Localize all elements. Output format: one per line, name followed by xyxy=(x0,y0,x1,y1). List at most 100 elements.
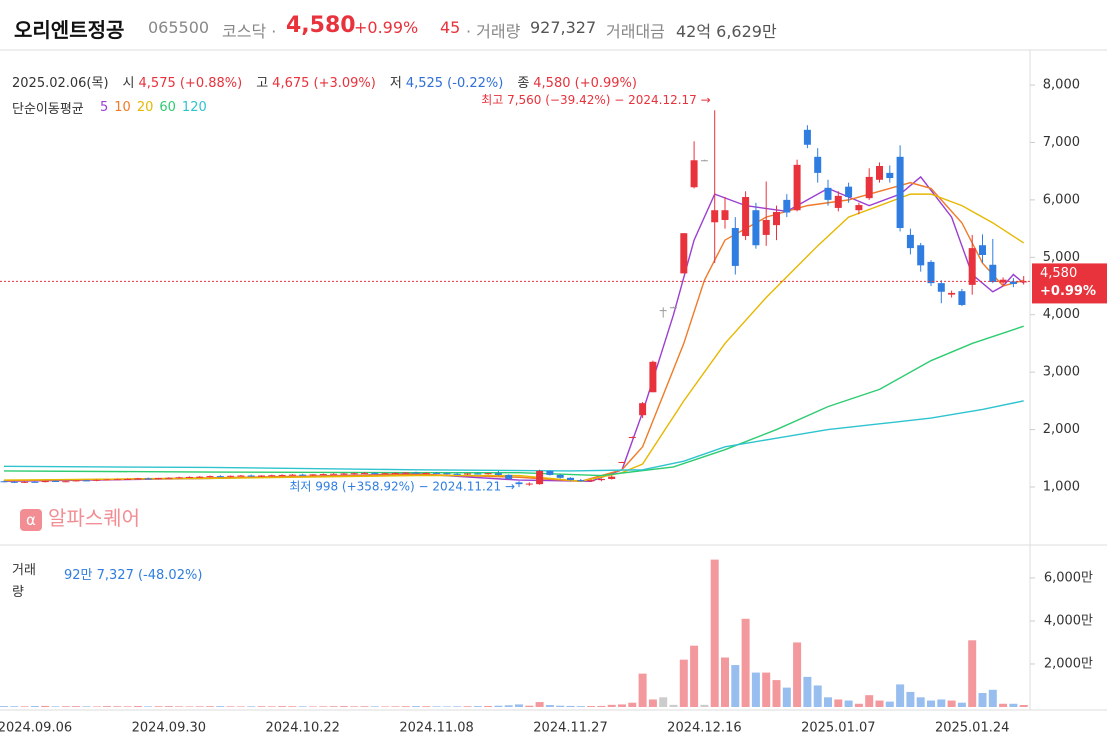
volume-subtitle: 92만 7,327 (-48.02%) xyxy=(64,568,203,583)
candle-body xyxy=(783,199,791,213)
x-tick-label: 2024.09.30 xyxy=(132,721,206,736)
volume-bar xyxy=(854,703,863,707)
candle-body xyxy=(464,473,471,475)
candle-body xyxy=(793,164,801,211)
candle-body xyxy=(288,474,296,476)
volume-bar xyxy=(968,640,977,707)
candle-body xyxy=(855,205,863,211)
candle-body xyxy=(144,478,152,480)
candle-body xyxy=(258,475,265,477)
candle-body xyxy=(82,480,90,482)
candle-body xyxy=(700,160,708,162)
candle-body xyxy=(175,477,183,479)
volume-bar xyxy=(916,697,925,707)
volume-bar xyxy=(278,706,287,707)
candle-body xyxy=(10,481,18,483)
volume-bar xyxy=(10,706,19,707)
candle-body xyxy=(948,292,956,295)
candle-body xyxy=(917,245,925,266)
volume-bar xyxy=(113,706,122,707)
candle-body xyxy=(422,472,430,474)
x-tick-label: 2024.11.08 xyxy=(399,721,473,736)
candle-body xyxy=(433,472,441,474)
stock-code: 065500 xyxy=(148,18,210,37)
volume-bar xyxy=(957,702,966,707)
volume-title: 거래량 xyxy=(12,563,36,600)
volume-bar xyxy=(669,704,678,707)
volume-bar xyxy=(937,699,946,707)
candle-body xyxy=(155,478,162,480)
volume-bar xyxy=(412,706,420,707)
candle-body xyxy=(309,474,317,476)
volume-bar xyxy=(494,705,503,707)
volume-bar xyxy=(1009,703,1018,707)
ma-line xyxy=(3,400,1024,472)
market: 코스닥 · xyxy=(222,22,277,41)
volume-bar xyxy=(834,699,843,707)
candle-body xyxy=(731,228,739,266)
candle-body xyxy=(381,473,389,475)
candle-body xyxy=(721,210,729,220)
volume-bar xyxy=(731,665,740,707)
volume-bar xyxy=(329,706,338,707)
price: 4,580 xyxy=(286,13,356,38)
info-label: 시 xyxy=(122,76,135,91)
y-tick-label: 6,000만 xyxy=(1044,570,1093,585)
candle-body xyxy=(52,480,59,482)
watermark-text: 알파스퀘어 xyxy=(48,506,140,530)
volume-bar xyxy=(82,706,91,707)
volume-bar xyxy=(896,684,905,707)
candle-body xyxy=(113,479,121,481)
volume-bar xyxy=(123,706,132,707)
volume-bar xyxy=(30,706,39,707)
x-tick-label: 2024.11.27 xyxy=(533,721,607,736)
candle-body xyxy=(577,480,585,482)
candle-body xyxy=(124,478,132,480)
candle-body xyxy=(906,234,914,249)
ma-line xyxy=(3,181,1024,482)
y-tick-label: 6,000 xyxy=(1043,192,1080,207)
candle-body xyxy=(803,129,811,145)
candle-body xyxy=(350,473,358,475)
volume-bar xyxy=(319,706,328,707)
volume-bar xyxy=(51,706,60,707)
candle-body xyxy=(402,472,410,474)
ma-title: 단순이동평균 xyxy=(12,102,84,117)
candle-body xyxy=(556,474,564,478)
volume-bar xyxy=(638,673,647,707)
volume-bar xyxy=(226,706,235,707)
candle-body xyxy=(958,291,966,305)
candle-body xyxy=(937,283,945,292)
x-tick-label: 2024.10.22 xyxy=(265,721,339,736)
candle-body xyxy=(1009,281,1017,285)
candle-body xyxy=(0,481,8,483)
candle-body xyxy=(680,233,688,274)
info-value: 4,580 (+0.99%) xyxy=(533,76,637,91)
annotation: 최고 7,560 (−39.42%) − 2024.12.17 → xyxy=(481,93,711,107)
candle-body xyxy=(484,473,492,475)
candle-body xyxy=(206,476,214,478)
volume-bar xyxy=(401,706,410,707)
candle-body xyxy=(237,475,245,477)
volume-bar xyxy=(381,706,390,707)
stock-name: 오리엔트정공 xyxy=(14,18,125,42)
volume-bar xyxy=(741,618,750,707)
logo: α xyxy=(20,509,42,531)
volume-bar xyxy=(103,706,111,707)
volume-bar xyxy=(545,705,554,707)
candle-body xyxy=(628,437,636,439)
volume-bar xyxy=(566,705,575,707)
last-change-label: +0.99% xyxy=(1040,284,1096,299)
volume-bar xyxy=(999,703,1008,707)
volume-bar xyxy=(865,695,874,707)
y-tick-label: 1,000 xyxy=(1043,480,1080,495)
volume-bar xyxy=(133,706,142,707)
volume-bar xyxy=(700,704,709,707)
candle-body xyxy=(227,475,235,477)
y-tick-label: 4,000 xyxy=(1043,307,1080,322)
candle-body xyxy=(319,474,327,476)
volume-bar xyxy=(484,706,493,707)
volume-bar xyxy=(267,706,276,707)
volume-bar xyxy=(927,700,935,707)
